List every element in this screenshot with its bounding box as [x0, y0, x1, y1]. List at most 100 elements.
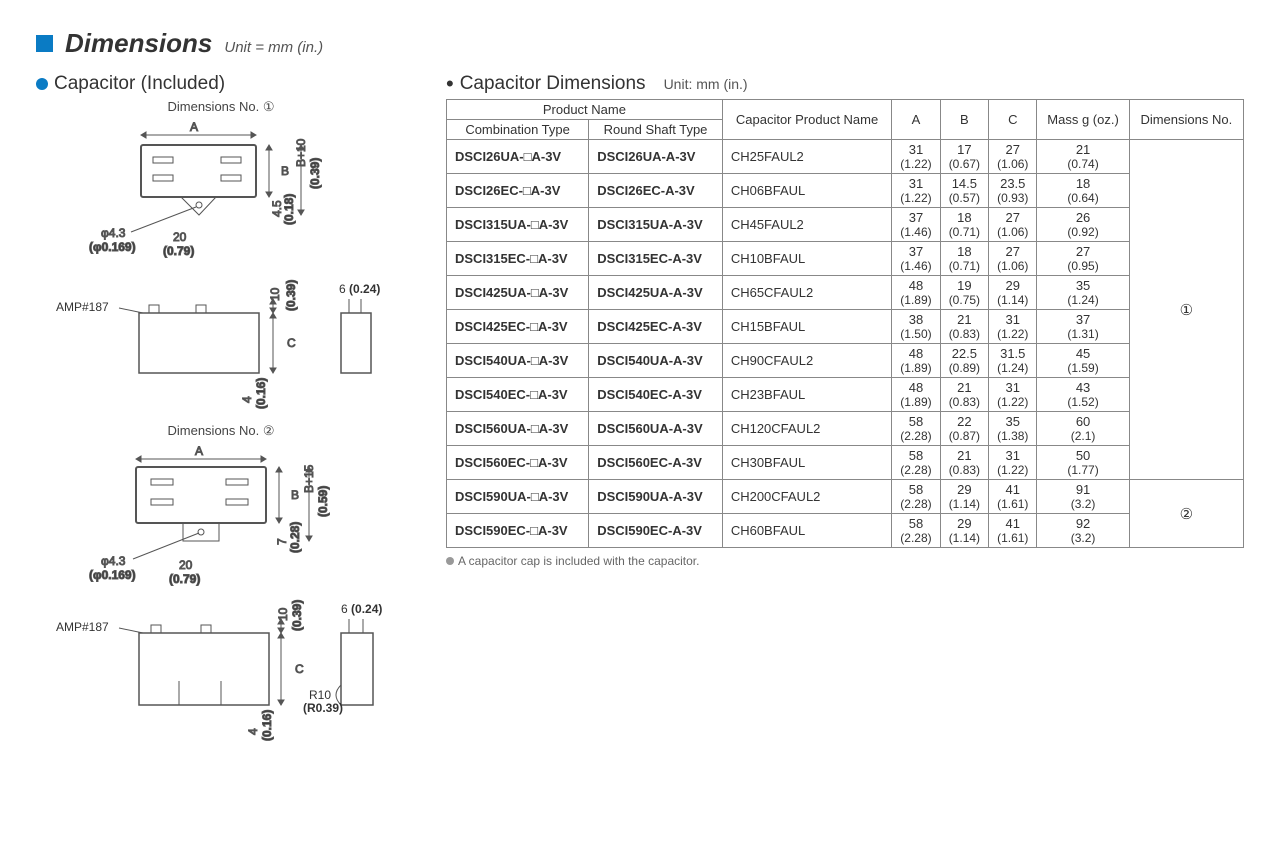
cell-value: 58(2.28)	[892, 446, 940, 480]
table-column: • Capacitor Dimensions Unit: mm (in.) Pr…	[446, 73, 1244, 757]
page-title: Dimensions	[65, 28, 212, 59]
cell-capacitor: CH06BFAUL	[722, 174, 891, 208]
cell-product: DSCI315UA-A-3V	[589, 208, 723, 242]
cell-value: 27(1.06)	[989, 242, 1037, 276]
footnote-dot-icon	[446, 557, 454, 565]
cell-product: DSCI26UA-A-3V	[589, 140, 723, 174]
title-unit: Unit = mm (in.)	[224, 39, 323, 56]
table-row: DSCI315EC-□A-3VDSCI315EC-A-3VCH10BFAUL37…	[447, 242, 1244, 276]
cell-product: DSCI540UA-A-3V	[589, 344, 723, 378]
cell-value: 35(1.38)	[989, 412, 1037, 446]
cell-product: DSCI560UA-A-3V	[589, 412, 723, 446]
cell-product: DSCI315EC-A-3V	[589, 242, 723, 276]
cell-value: 14.5(0.57)	[940, 174, 988, 208]
cell-product: DSCI590UA-A-3V	[589, 480, 723, 514]
cell-product: DSCI540EC-A-3V	[589, 378, 723, 412]
table-row: DSCI425UA-□A-3VDSCI425UA-A-3VCH65CFAUL24…	[447, 276, 1244, 310]
svg-text:(0.59): (0.59)	[316, 486, 330, 517]
cell-value: 29(1.14)	[989, 276, 1037, 310]
cell-value: 41(1.61)	[989, 514, 1037, 548]
cell-value: 92(3.2)	[1037, 514, 1129, 548]
cell-value: 48(1.89)	[892, 344, 940, 378]
cell-value: 18(0.64)	[1037, 174, 1129, 208]
cell-product: DSCI26UA-□A-3V	[447, 140, 589, 174]
svg-text:A: A	[190, 120, 198, 134]
svg-text:(0.39): (0.39)	[284, 280, 298, 311]
table-row: DSCI315UA-□A-3VDSCI315UA-A-3VCH45FAUL237…	[447, 208, 1244, 242]
svg-text:(φ0.169): (φ0.169)	[89, 568, 136, 582]
cell-value: 48(1.89)	[892, 276, 940, 310]
svg-text:AMP#187: AMP#187	[56, 620, 109, 634]
cell-value: 23.5(0.93)	[989, 174, 1037, 208]
svg-text:φ4.3: φ4.3	[101, 554, 126, 568]
cell-product: DSCI590EC-A-3V	[589, 514, 723, 548]
cell-value: 18(0.71)	[940, 242, 988, 276]
cell-value: 21(0.83)	[940, 446, 988, 480]
cell-value: 38(1.50)	[892, 310, 940, 344]
th-b: B	[940, 100, 988, 140]
table-row: DSCI560EC-□A-3VDSCI560EC-A-3VCH30BFAUL58…	[447, 446, 1244, 480]
footnote: A capacitor cap is included with the cap…	[446, 554, 1244, 568]
svg-text:(0.16): (0.16)	[254, 378, 268, 409]
th-cap-name: Capacitor Product Name	[722, 100, 891, 140]
cell-value: 22(0.87)	[940, 412, 988, 446]
svg-text:7: 7	[275, 538, 289, 545]
svg-text:B+15: B+15	[302, 464, 316, 493]
cell-dimno: ①	[1129, 140, 1243, 480]
svg-text:(φ0.169): (φ0.169)	[89, 240, 136, 254]
th-c: C	[989, 100, 1037, 140]
dim-no1-label: Dimensions No. ①	[36, 99, 406, 115]
svg-text:(R0.39): (R0.39)	[303, 701, 343, 715]
svg-text:B: B	[281, 164, 289, 178]
cell-capacitor: CH10BFAUL	[722, 242, 891, 276]
cell-value: 21(0.83)	[940, 378, 988, 412]
cell-capacitor: CH90CFAUL2	[722, 344, 891, 378]
cell-value: 60(2.1)	[1037, 412, 1129, 446]
cell-value: 31(1.22)	[892, 140, 940, 174]
capacitor-diagram-2-top: A B B+15 (0.59) 7 (0.28) φ4.3 (φ0.169) 2…	[71, 441, 371, 591]
cell-value: 22.5(0.89)	[940, 344, 988, 378]
cell-product: DSCI26EC-□A-3V	[447, 174, 589, 208]
th-round: Round Shaft Type	[589, 120, 723, 140]
cell-product: DSCI560EC-A-3V	[589, 446, 723, 480]
capacitor-table: Product Name Capacitor Product Name A B …	[446, 99, 1244, 548]
cell-product: DSCI425UA-A-3V	[589, 276, 723, 310]
svg-text:6 (0.24): 6 (0.24)	[339, 282, 380, 296]
table-row: DSCI540EC-□A-3VDSCI540EC-A-3VCH23BFAUL48…	[447, 378, 1244, 412]
svg-text:(0.18): (0.18)	[282, 194, 296, 225]
cell-product: DSCI540EC-□A-3V	[447, 378, 589, 412]
cell-capacitor: CH25FAUL2	[722, 140, 891, 174]
cell-value: 58(2.28)	[892, 480, 940, 514]
cell-value: 27(1.06)	[989, 140, 1037, 174]
svg-text:AMP#187: AMP#187	[56, 300, 109, 314]
th-a: A	[892, 100, 940, 140]
svg-text:(0.79): (0.79)	[169, 572, 200, 586]
cell-value: 48(1.89)	[892, 378, 940, 412]
cell-value: 45(1.59)	[1037, 344, 1129, 378]
cell-dimno: ②	[1129, 480, 1243, 548]
cell-product: DSCI590UA-□A-3V	[447, 480, 589, 514]
svg-text:20: 20	[179, 558, 193, 572]
left-heading: Capacitor (Included)	[54, 73, 225, 95]
cell-capacitor: CH60BFAUL	[722, 514, 891, 548]
table-row: DSCI590UA-□A-3VDSCI590UA-A-3VCH200CFAUL2…	[447, 480, 1244, 514]
svg-text:B: B	[291, 488, 299, 502]
table-row: DSCI560UA-□A-3VDSCI560UA-A-3VCH120CFAUL2…	[447, 412, 1244, 446]
svg-text:(0.39): (0.39)	[308, 158, 322, 189]
cell-value: 37(1.31)	[1037, 310, 1129, 344]
svg-text:4: 4	[240, 396, 254, 403]
svg-text:(0.16): (0.16)	[260, 710, 274, 741]
svg-text:(0.79): (0.79)	[163, 244, 194, 258]
cell-value: 58(2.28)	[892, 412, 940, 446]
cell-value: 27(0.95)	[1037, 242, 1129, 276]
dim-no2-label: Dimensions No. ②	[36, 423, 406, 439]
cell-value: 18(0.71)	[940, 208, 988, 242]
cell-value: 31(1.22)	[989, 378, 1037, 412]
cell-value: 29(1.14)	[940, 480, 988, 514]
cell-capacitor: CH23BFAUL	[722, 378, 891, 412]
cell-product: DSCI425EC-□A-3V	[447, 310, 589, 344]
th-combo: Combination Type	[447, 120, 589, 140]
table-row: DSCI540UA-□A-3VDSCI540UA-A-3VCH90CFAUL24…	[447, 344, 1244, 378]
cell-product: DSCI560UA-□A-3V	[447, 412, 589, 446]
cell-capacitor: CH65CFAUL2	[722, 276, 891, 310]
